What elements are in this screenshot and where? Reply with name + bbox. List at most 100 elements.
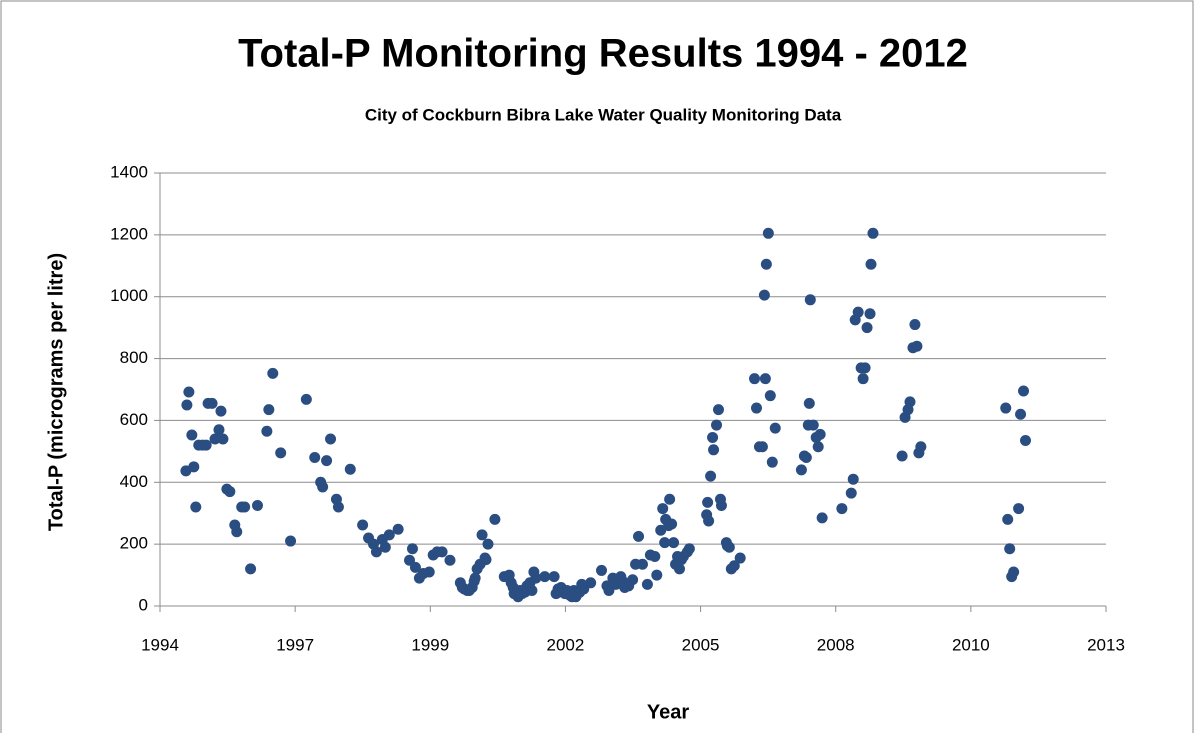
scatter-point <box>309 452 321 464</box>
scatter-point <box>188 461 200 473</box>
scatter-point <box>734 552 746 564</box>
chart-subtitle: City of Cockburn Bibra Lake Water Qualit… <box>365 105 842 124</box>
scatter-point <box>633 530 645 542</box>
scatter-point <box>711 419 723 431</box>
scatter-point <box>231 526 243 538</box>
scatter-point <box>861 322 873 334</box>
scatter-point <box>526 585 538 597</box>
scatter-point <box>181 399 193 411</box>
scatter-point <box>807 419 819 431</box>
scatter-point <box>423 566 435 578</box>
scatter-point <box>469 572 481 584</box>
scatter-point <box>436 546 448 558</box>
scatter-point <box>708 444 720 456</box>
scatter-point <box>1002 513 1014 525</box>
scatter-point <box>864 308 876 320</box>
scatter-point <box>764 390 776 402</box>
scatter-point <box>357 519 369 531</box>
scatter-point <box>749 373 761 385</box>
scatter-point <box>703 515 715 527</box>
scatter-point <box>267 367 279 379</box>
scatter-point <box>261 425 273 437</box>
scatter-point <box>904 396 916 408</box>
scatter-point <box>300 393 312 405</box>
scatter-point <box>915 441 927 453</box>
scatter-point <box>845 487 857 499</box>
scatter-point <box>539 571 551 583</box>
scatter-point <box>530 572 542 584</box>
y-tick-label: 0 <box>139 595 148 614</box>
scatter-point <box>213 424 225 436</box>
scatter-point <box>814 428 826 440</box>
scatter-point <box>1018 385 1030 397</box>
scatter-point <box>275 447 287 459</box>
scatter-point <box>209 433 221 445</box>
scatter-point <box>795 464 807 476</box>
markers <box>180 227 1031 603</box>
scatter-point <box>190 501 202 513</box>
scatter-point <box>344 463 356 475</box>
scatter-point <box>482 538 494 550</box>
scatter-point <box>370 546 382 558</box>
scatter-point <box>836 503 848 515</box>
scatter-point <box>406 543 418 555</box>
scatter-point <box>476 529 488 541</box>
scatter-point <box>392 523 404 535</box>
scatter-point <box>769 422 781 434</box>
y-tick-label: 800 <box>120 348 148 367</box>
scatter-point <box>750 402 762 414</box>
scatter-point <box>325 433 337 445</box>
scatter-point <box>715 499 727 511</box>
scatter-point <box>664 493 676 505</box>
scatter-point <box>585 577 597 589</box>
x-axis-label: Year <box>647 701 689 723</box>
x-tick-label: 1994 <box>141 635 179 654</box>
x-tick-label: 2005 <box>682 635 720 654</box>
scatter-point <box>1019 435 1031 447</box>
scatter-point <box>766 456 778 468</box>
scatter-point <box>1004 543 1016 555</box>
scatter-point <box>857 373 869 385</box>
scatter-point <box>666 518 678 530</box>
scatter-point <box>239 501 251 513</box>
scatter-point <box>816 512 828 524</box>
scatter-point <box>317 481 329 493</box>
scatter-point <box>712 404 724 416</box>
scatter-point <box>245 563 257 575</box>
scatter-point <box>489 513 501 525</box>
scatter-point <box>183 386 195 398</box>
x-tick-label: 1997 <box>276 635 314 654</box>
scatter-point <box>800 452 812 464</box>
scatter-point <box>909 319 921 331</box>
scatter-point <box>803 397 815 409</box>
scatter-point <box>263 404 275 416</box>
scatter-point <box>217 433 229 445</box>
scatter-point <box>651 569 663 581</box>
scatter-point <box>702 496 714 508</box>
scatter-point <box>683 543 695 555</box>
scatter-point <box>804 294 816 306</box>
chart-title: Total-P Monitoring Results 1994 - 2012 <box>238 32 968 76</box>
scatter-point <box>812 441 824 453</box>
scatter-point <box>1000 402 1012 414</box>
scatter-point <box>215 405 227 417</box>
scatter-point <box>641 578 653 590</box>
scatter-point <box>383 529 395 541</box>
scatter-point <box>251 499 263 511</box>
scatter-point <box>759 373 771 385</box>
y-tick-label: 1000 <box>110 286 148 305</box>
x-tick-label: 2013 <box>1087 635 1125 654</box>
scatter-point <box>657 503 669 515</box>
scatter-point <box>705 470 717 482</box>
scatter-point <box>847 473 859 485</box>
scatter-point <box>728 560 740 572</box>
scatter-point <box>760 258 772 270</box>
y-tick-label: 600 <box>120 410 148 429</box>
scatter-point <box>379 541 391 553</box>
scatter-point <box>865 258 877 270</box>
scatter-point <box>200 439 212 451</box>
y-tick-label: 400 <box>120 472 148 491</box>
y-tick-label: 1200 <box>110 224 148 243</box>
